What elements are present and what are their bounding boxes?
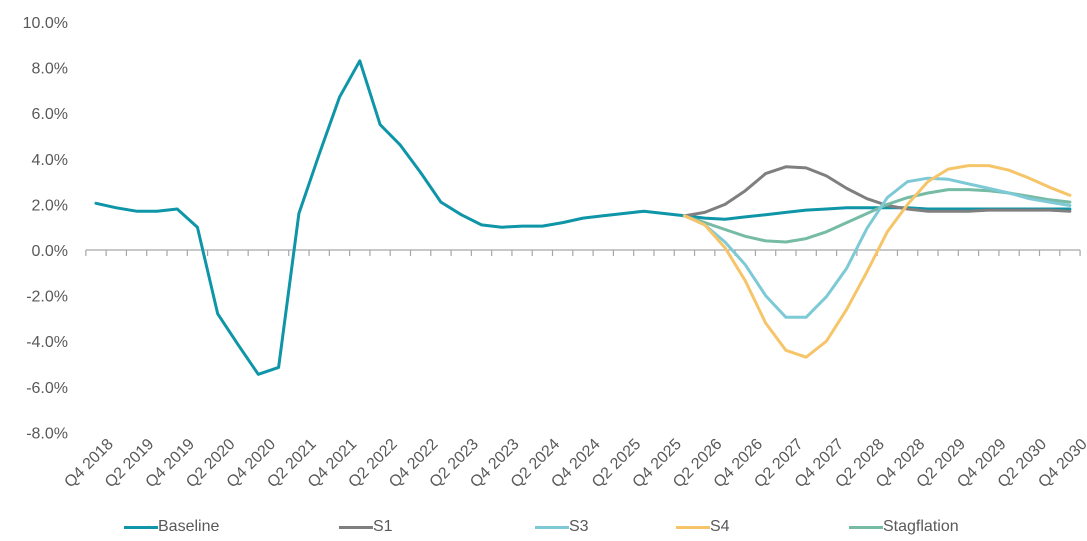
legend-label: S4: [710, 518, 730, 535]
legend-item-s4: S4: [676, 515, 730, 539]
series-line-s3: [682, 176, 1072, 319]
legend-swatch-s1: [339, 525, 373, 529]
y-tick-label: 0.0%: [32, 243, 68, 260]
y-tick-label: 6.0%: [32, 106, 68, 123]
legend-label: Stagflation: [883, 518, 959, 535]
legend-swatch-s4: [676, 525, 710, 529]
chart-legend: Baseline S1 S3 S4 Stagflation: [0, 515, 1087, 539]
y-tick-label: -2.0%: [26, 289, 68, 306]
y-tick-label: -4.0%: [26, 334, 68, 351]
series-line-s4: [682, 164, 1072, 359]
legend-label: S3: [569, 518, 589, 535]
legend-swatch-baseline: [124, 525, 158, 529]
legend-item-s3: S3: [535, 515, 589, 539]
legend-item-s1: S1: [339, 515, 393, 539]
series-line-s1: [682, 165, 1072, 218]
y-tick-label: 10.0%: [23, 15, 68, 32]
legend-swatch-stagflation: [849, 525, 883, 529]
x-axis: [85, 249, 1081, 256]
series-line-baseline: [94, 59, 1072, 376]
legend-label: Baseline: [158, 518, 220, 535]
y-axis-labels: 10.0% 8.0% 6.0% 4.0% 2.0% 0.0% -2.0% -4.0% -6.0%…: [23, 15, 68, 442]
y-tick-label: -8.0%: [26, 425, 68, 442]
y-tick-label: 2.0%: [32, 197, 68, 214]
series-lines: [94, 59, 1072, 376]
y-tick-label: 4.0%: [32, 152, 68, 169]
y-tick-label: 8.0%: [32, 61, 68, 78]
legend-item-baseline: Baseline: [124, 515, 219, 539]
line-chart: 10.0% 8.0% 6.0% 4.0% 2.0% 0.0% -2.0% -4.0% -6.0%…: [23, 15, 1087, 491]
legend-swatch-s3: [535, 525, 569, 529]
legend-item-stagflation: Stagflation: [849, 515, 959, 539]
y-tick-label: -6.0%: [26, 380, 68, 397]
legend-label: S1: [373, 518, 393, 535]
